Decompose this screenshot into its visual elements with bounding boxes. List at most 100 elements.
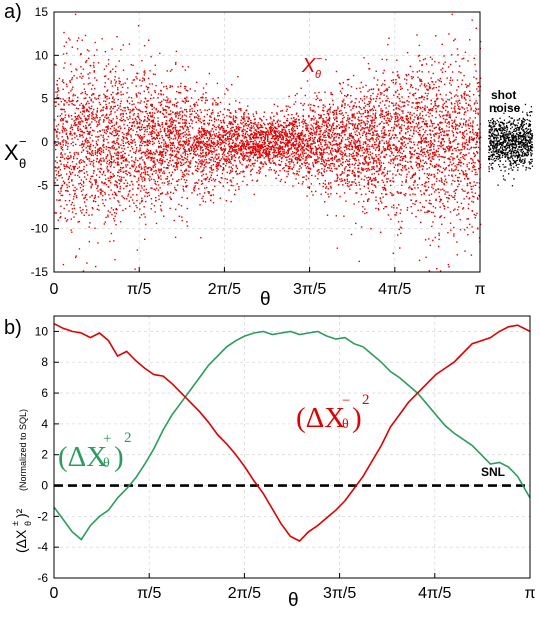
- scatter-point: [332, 103, 334, 106]
- scatter-point: [422, 155, 424, 157]
- scatter-point: [105, 103, 107, 106]
- scatter-point: [71, 208, 74, 210]
- scatter-point: [313, 122, 315, 125]
- scatter-point: [169, 125, 171, 127]
- scatter-point: [324, 141, 327, 144]
- scatter-point: [261, 148, 263, 150]
- scatter-point: [362, 152, 365, 154]
- scatter-point: [225, 155, 227, 158]
- scatter-point: [204, 187, 206, 189]
- scatter-point: [385, 88, 388, 90]
- scatter-point: [106, 113, 108, 115]
- scatter-point: [146, 112, 148, 115]
- scatter-point: [157, 177, 160, 179]
- scatter-point: [198, 140, 200, 143]
- scatter-point: [435, 86, 437, 89]
- scatter-point: [236, 173, 238, 175]
- scatter-point: [72, 104, 75, 106]
- scatter-point: [205, 134, 207, 137]
- scatter-point: [247, 120, 249, 122]
- scatter-point: [131, 124, 133, 127]
- scatter-point: [269, 148, 271, 150]
- scatter-point: [387, 170, 389, 172]
- scatter-point: [362, 86, 364, 88]
- scatter-point: [295, 153, 297, 155]
- scatter-point: [194, 144, 197, 146]
- scatter-point: [457, 143, 460, 145]
- scatter-point: [153, 170, 155, 172]
- scatter-point: [373, 106, 375, 109]
- scatter-point: [323, 148, 326, 150]
- scatter-point: [116, 117, 118, 119]
- scatter-point: [62, 149, 64, 151]
- scatter-point: [160, 170, 162, 172]
- scatter-point: [393, 166, 396, 168]
- scatter-point: [352, 128, 354, 130]
- scatter-point: [102, 109, 104, 111]
- scatter-point: [413, 153, 415, 156]
- scatter-point: [273, 115, 275, 117]
- scatter-point: [229, 179, 231, 182]
- scatter-point: [196, 147, 198, 149]
- scatter-point: [360, 108, 363, 111]
- scatter-point: [159, 169, 161, 171]
- scatter-point: [111, 176, 113, 179]
- scatter-point: [346, 175, 348, 177]
- scatter-point: [248, 123, 251, 125]
- scatter-point: [304, 159, 306, 161]
- scatter-point: [81, 120, 83, 122]
- scatter-point: [424, 131, 426, 133]
- scatter-point: [322, 152, 324, 154]
- scatter-point: [152, 114, 154, 116]
- scatter-point: [443, 183, 445, 185]
- scatter-point: [168, 134, 170, 136]
- scatter-point: [103, 68, 106, 70]
- scatter-point: [465, 120, 468, 122]
- scatter-point: [76, 117, 78, 120]
- scatter-point: [136, 199, 138, 202]
- scatter-point: [357, 171, 359, 173]
- scatter-point: [99, 153, 102, 155]
- scatter-point: [118, 77, 120, 79]
- scatter-point: [131, 141, 133, 144]
- scatter-point: [322, 109, 324, 111]
- scatter-point: [396, 170, 399, 172]
- scatter-point: [235, 128, 238, 130]
- scatter-point: [139, 118, 141, 121]
- scatter-point: [272, 124, 274, 126]
- scatter-point: [186, 197, 189, 200]
- scatter-point: [217, 125, 219, 128]
- scatter-point: [103, 160, 105, 163]
- scatter-point: [287, 105, 289, 107]
- scatter-point: [392, 144, 394, 146]
- scatter-point: [275, 170, 277, 173]
- scatter-point: [367, 115, 370, 117]
- scatter-point: [210, 119, 213, 122]
- scatter-point: [203, 178, 205, 180]
- scatter-point: [177, 131, 180, 133]
- scatter-point: [131, 165, 133, 167]
- scatter-point: [87, 73, 89, 75]
- scatter-point: [329, 150, 332, 152]
- scatter-point: [159, 111, 161, 113]
- scatter-point: [221, 136, 223, 138]
- scatter-point: [371, 108, 373, 110]
- scatter-point: [224, 134, 226, 136]
- scatter-point: [472, 161, 474, 163]
- scatter-point: [337, 159, 340, 161]
- scatter-point: [443, 131, 445, 134]
- scatter-point: [290, 139, 293, 142]
- scatter-point: [265, 133, 267, 136]
- scatter-point: [157, 131, 159, 133]
- scatter-point: [184, 175, 186, 177]
- scatter-point: [137, 92, 140, 94]
- scatter-point: [399, 151, 401, 154]
- scatter-point: [62, 118, 64, 120]
- scatter-point: [177, 129, 179, 132]
- scatter-point: [270, 123, 272, 125]
- scatter-point: [112, 209, 115, 211]
- scatter-point: [302, 158, 304, 160]
- scatter-point: [186, 144, 189, 146]
- scatter-point: [59, 160, 62, 162]
- scatter-point: [193, 189, 195, 192]
